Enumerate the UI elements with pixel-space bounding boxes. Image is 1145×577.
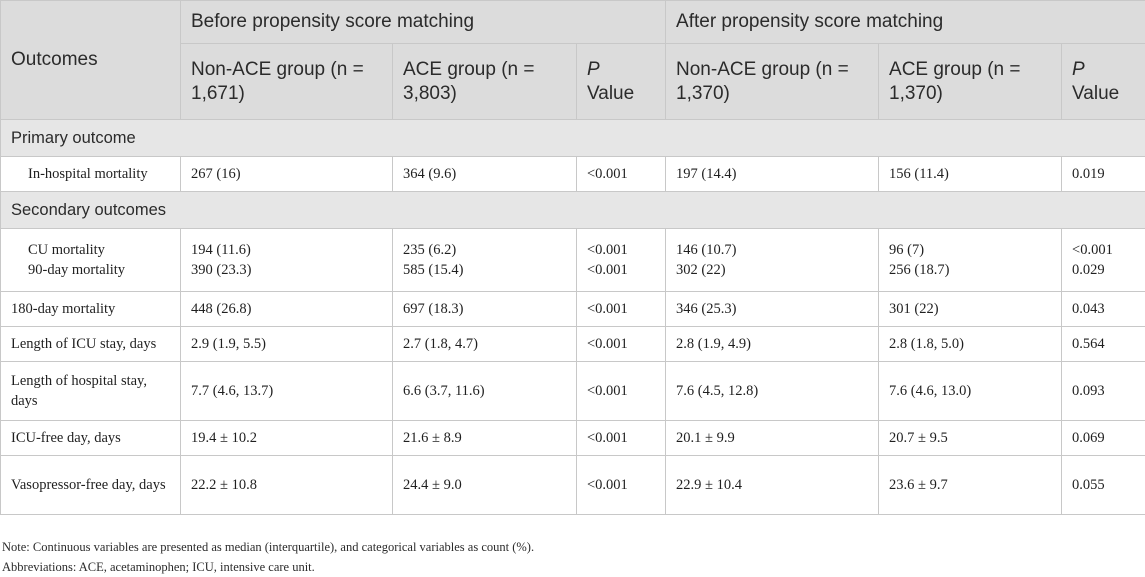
before-matching-header: Before propensity score matching xyxy=(181,1,666,44)
after-ace-header: ACE group (n = 1,370) xyxy=(879,44,1062,120)
cell-line: 390 (23.3) xyxy=(191,260,382,280)
cell: 0.069 xyxy=(1062,421,1145,456)
outcome-name: Length of ICU stay, days xyxy=(1,327,181,362)
cell: <0.001 xyxy=(577,362,666,421)
outcome-name-line: 90-day mortality xyxy=(28,260,170,280)
cell: 23.6 ± 9.7 xyxy=(879,456,1062,515)
table-row: Length of hospital stay, days 7.7 (4.6, … xyxy=(1,362,1145,421)
cell: 96 (7)256 (18.7) xyxy=(879,229,1062,292)
outcome-name-line: CU mortality xyxy=(28,240,170,260)
cell: 22.9 ± 10.4 xyxy=(666,456,879,515)
cell: 364 (9.6) xyxy=(393,157,577,192)
cell-line: <0.001 xyxy=(587,240,655,260)
section-label: Primary outcome xyxy=(1,120,1145,157)
cell: <0.001 xyxy=(577,456,666,515)
outcome-name: In-hospital mortality xyxy=(1,157,181,192)
cell: <0.001 xyxy=(577,292,666,327)
cell: 301 (22) xyxy=(879,292,1062,327)
cell-line: 302 (22) xyxy=(676,260,868,280)
cell: 2.7 (1.8, 4.7) xyxy=(393,327,577,362)
cell-line: 96 (7) xyxy=(889,240,1051,260)
cell: <0.001 xyxy=(577,327,666,362)
abbreviations-text: Abbreviations: ACE, acetaminophen; ICU, … xyxy=(2,557,534,577)
cell: 7.7 (4.6, 13.7) xyxy=(181,362,393,421)
note-text: Note: Continuous variables are presented… xyxy=(2,537,534,557)
table-row: Length of ICU stay, days 2.9 (1.9, 5.5) … xyxy=(1,327,1145,362)
cell: 21.6 ± 8.9 xyxy=(393,421,577,456)
cell-line: 235 (6.2) xyxy=(403,240,566,260)
outcomes-header: Outcomes xyxy=(1,1,181,120)
cell: 20.7 ± 9.5 xyxy=(879,421,1062,456)
section-row-primary: Primary outcome xyxy=(1,120,1145,157)
cell: 146 (10.7)302 (22) xyxy=(666,229,879,292)
table-row: Vasopressor-free day, days 22.2 ± 10.8 2… xyxy=(1,456,1145,515)
cell-line: 0.029 xyxy=(1072,260,1135,280)
header-row-groups: Outcomes Before propensity score matchin… xyxy=(1,1,1145,44)
cell-line: 585 (15.4) xyxy=(403,260,566,280)
outcome-name: Length of hospital stay, days xyxy=(1,362,181,421)
cell-line: 256 (18.7) xyxy=(889,260,1051,280)
section-row-secondary: Secondary outcomes xyxy=(1,192,1145,229)
table-row: ICU-free day, days 19.4 ± 10.2 21.6 ± 8.… xyxy=(1,421,1145,456)
cell: 24.4 ± 9.0 xyxy=(393,456,577,515)
cell: 267 (16) xyxy=(181,157,393,192)
section-label: Secondary outcomes xyxy=(1,192,1145,229)
outcome-name: 180-day mortality xyxy=(1,292,181,327)
cell-line: 146 (10.7) xyxy=(676,240,868,260)
cell-line: <0.001 xyxy=(587,260,655,280)
cell: 2.9 (1.9, 5.5) xyxy=(181,327,393,362)
cell: 0.564 xyxy=(1062,327,1145,362)
cell: 19.4 ± 10.2 xyxy=(181,421,393,456)
cell: 7.6 (4.5, 12.8) xyxy=(666,362,879,421)
cell: 346 (25.3) xyxy=(666,292,879,327)
cell: 0.043 xyxy=(1062,292,1145,327)
p-label: P xyxy=(1072,58,1135,82)
cell: 7.6 (4.6, 13.0) xyxy=(879,362,1062,421)
p-label: P xyxy=(587,58,655,82)
cell: 194 (11.6)390 (23.3) xyxy=(181,229,393,292)
cell: 20.1 ± 9.9 xyxy=(666,421,879,456)
cell: 0.055 xyxy=(1062,456,1145,515)
outcome-name: ICU-free day, days xyxy=(1,421,181,456)
cell-line: 194 (11.6) xyxy=(191,240,382,260)
cell: <0.001 xyxy=(577,421,666,456)
cell: 6.6 (3.7, 11.6) xyxy=(393,362,577,421)
cell: 448 (26.8) xyxy=(181,292,393,327)
cell: 0.093 xyxy=(1062,362,1145,421)
cell: 22.2 ± 10.8 xyxy=(181,456,393,515)
before-ace-header: ACE group (n = 3,803) xyxy=(393,44,577,120)
value-label: Value xyxy=(1072,82,1135,106)
outcomes-table: Outcomes Before propensity score matchin… xyxy=(0,0,1145,515)
cell: 697 (18.3) xyxy=(393,292,577,327)
cell: <0.001<0.001 xyxy=(577,229,666,292)
value-label: Value xyxy=(587,82,655,106)
cell: 0.019 xyxy=(1062,157,1145,192)
cell: 197 (14.4) xyxy=(666,157,879,192)
outcome-name: Vasopressor-free day, days xyxy=(1,456,181,515)
after-non-ace-header: Non-ACE group (n = 1,370) xyxy=(666,44,879,120)
cell: 156 (11.4) xyxy=(879,157,1062,192)
before-non-ace-header: Non-ACE group (n = 1,671) xyxy=(181,44,393,120)
cell: 2.8 (1.8, 5.0) xyxy=(879,327,1062,362)
table-row: In-hospital mortality 267 (16) 364 (9.6)… xyxy=(1,157,1145,192)
table-row: 180-day mortality 448 (26.8) 697 (18.3) … xyxy=(1,292,1145,327)
table-footnotes: Note: Continuous variables are presented… xyxy=(2,537,534,577)
cell: 2.8 (1.9, 4.9) xyxy=(666,327,879,362)
cell: 235 (6.2)585 (15.4) xyxy=(393,229,577,292)
cell: <0.001 xyxy=(577,157,666,192)
after-matching-header: After propensity score matching xyxy=(666,1,1145,44)
cell-line: <0.001 xyxy=(1072,240,1135,260)
